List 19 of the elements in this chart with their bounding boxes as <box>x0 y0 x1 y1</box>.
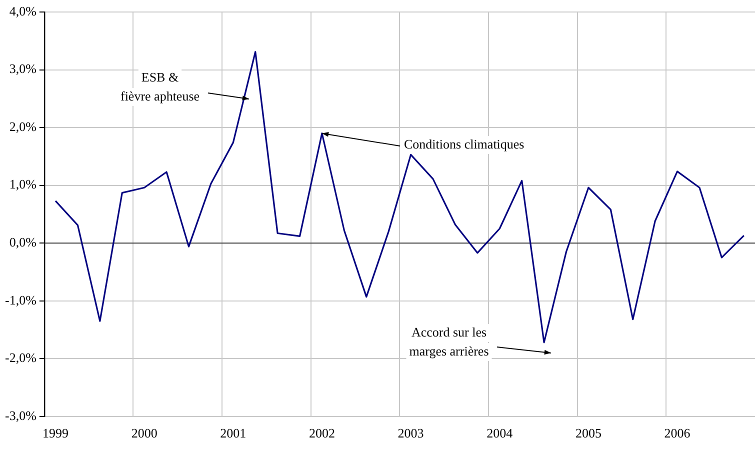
x-tick-label: 2002 <box>308 426 335 441</box>
x-tick-label: 2005 <box>575 426 602 441</box>
y-tick-label: -1,0% <box>4 292 37 308</box>
annotation: ESB & fièvre aphteuse <box>120 69 200 104</box>
y-tick-label: 1,0% <box>9 176 37 192</box>
y-tick-label: -2,0% <box>4 350 37 366</box>
y-tick-label: -3,0% <box>4 408 37 423</box>
x-tick-label: 2004 <box>486 426 514 441</box>
x-tick-label: 1999 <box>42 426 69 441</box>
x-tick-label: 2001 <box>220 426 246 441</box>
x-tick-label: 2000 <box>131 426 158 441</box>
y-tick-label: 4,0% <box>9 3 37 18</box>
x-tick-label: 2006 <box>664 426 691 441</box>
x-tick-label: 2003 <box>398 426 424 441</box>
y-tick-label: 3,0% <box>9 61 37 76</box>
annotation: Conditions climatiques <box>404 136 524 152</box>
y-tick-label: 0,0% <box>9 234 37 250</box>
annotation: Accord sur les marges arrières <box>409 324 489 358</box>
y-tick-label: 2,0% <box>9 118 37 134</box>
